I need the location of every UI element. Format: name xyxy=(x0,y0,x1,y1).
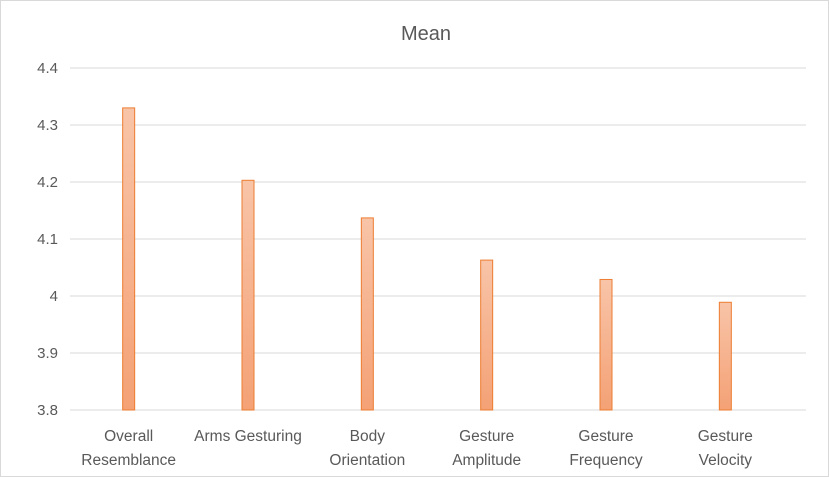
x-category-label: Gesture xyxy=(459,428,514,445)
gridlines xyxy=(70,67,806,411)
x-category-label: Resemblance xyxy=(81,452,176,469)
y-tick-label: 4.1 xyxy=(37,231,58,248)
x-category-label: Frequency xyxy=(569,452,642,469)
y-tick-label: 4.3 xyxy=(37,117,58,134)
x-category-label: Body xyxy=(350,428,386,445)
x-category-label: Gesture xyxy=(578,428,633,445)
bar xyxy=(599,278,613,411)
chart-title: Mean xyxy=(401,23,451,45)
x-category-label: Overall xyxy=(104,428,153,445)
y-tick-label: 4 xyxy=(50,288,58,305)
bar xyxy=(718,301,732,411)
y-axis-ticks: 3.8 3.9 4 4.1 4.2 4.3 4.4 xyxy=(37,60,58,419)
y-tick-label: 4.4 xyxy=(37,60,58,77)
bar xyxy=(122,107,136,411)
y-tick-label: 4.2 xyxy=(37,174,58,191)
y-tick-label: 3.8 xyxy=(37,402,58,419)
bars xyxy=(122,107,732,411)
y-tick-label: 3.9 xyxy=(37,345,58,362)
bar xyxy=(480,259,494,411)
x-category-label: Orientation xyxy=(329,452,405,469)
bar xyxy=(241,179,255,411)
x-category-label: Arms Gesturing xyxy=(194,428,302,445)
x-category-label: Gesture xyxy=(698,428,753,445)
x-axis-categories: Overall Resemblance Arms Gesturing Body Orie… xyxy=(81,428,753,469)
x-category-label: Amplitude xyxy=(452,452,521,469)
x-category-label: Velocity xyxy=(699,452,753,469)
bar xyxy=(360,217,374,411)
